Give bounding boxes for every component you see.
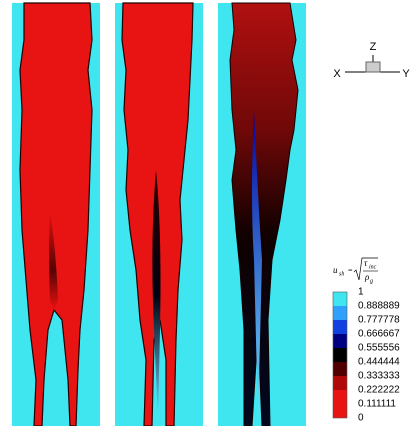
colorbar-tick-label: 0.444444 bbox=[358, 357, 400, 368]
colorbar-tick-label: 1 bbox=[358, 287, 364, 298]
colorbar-tick-label: 0.111111 bbox=[358, 399, 396, 410]
label-part: inc bbox=[369, 264, 377, 270]
label-part: sh bbox=[339, 271, 344, 277]
label-part: = bbox=[348, 266, 353, 275]
colorbar-tick-label: 0 bbox=[358, 413, 364, 424]
colorbar bbox=[332, 291, 348, 419]
axis-triad: Z X Y bbox=[333, 41, 410, 80]
label-part: u bbox=[333, 265, 338, 275]
contour-panel bbox=[218, 2, 306, 426]
label-part: ρ bbox=[364, 272, 370, 282]
colorbar-tick-label: 0.222222 bbox=[358, 385, 400, 396]
contour-panel bbox=[115, 2, 203, 426]
colorbar-tick-label: 0.333333 bbox=[358, 371, 400, 382]
axis-label: Y bbox=[402, 68, 410, 80]
axis-label: Z bbox=[370, 41, 377, 53]
axis-label: X bbox=[333, 68, 341, 80]
colorbar-tick-label: 0.666667 bbox=[358, 329, 400, 340]
colorbar-tick-label: 0.777778 bbox=[358, 315, 400, 326]
colorbar-tick-label: 0.888889 bbox=[358, 301, 400, 312]
colorbar-label: u sh = τ inc ρ g bbox=[333, 257, 378, 284]
label-part: g bbox=[370, 278, 373, 284]
colorbar-tick-label: 0.555556 bbox=[358, 343, 400, 354]
contour-panel bbox=[12, 2, 100, 426]
label-part: τ bbox=[364, 258, 368, 268]
